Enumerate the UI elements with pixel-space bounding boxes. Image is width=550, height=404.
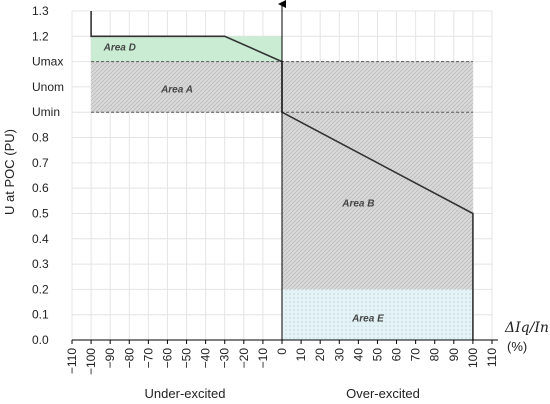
x-tick-label: −90 — [103, 348, 117, 369]
y-tick-label: 1.3 — [32, 4, 49, 18]
x-tick-label: 50 — [370, 348, 384, 362]
y-tick-label: Unom — [32, 80, 64, 94]
x-tick-label: −50 — [180, 348, 194, 369]
x-tick-label: −60 — [160, 348, 174, 369]
x-tick-label: −30 — [218, 348, 232, 369]
x-tick-label: −10 — [256, 348, 270, 369]
x-tick-label: −110 — [65, 348, 79, 374]
y-tick-label: 0.2 — [32, 282, 49, 296]
x-tick-labels: −110 −100 −90 −80 −70 −60 −50 −40 −30 −20 −10 0 10 20… — [65, 348, 499, 375]
under-excited-label: Under-excited — [145, 386, 226, 401]
x-tick-label: 90 — [447, 348, 461, 362]
x-tick-label: −20 — [237, 348, 251, 369]
x-tick-label: 80 — [428, 348, 442, 362]
x-tick-label: 30 — [332, 348, 346, 362]
x-tick-label: 110 — [485, 348, 499, 367]
y-axis-title: U at POC (PU) — [2, 129, 17, 215]
y-tick-labels: 0.0 0.1 0.2 0.3 0.4 0.5 0.6 0.7 0.8 Umin Unom Umax 1… — [32, 4, 64, 347]
x-tick-label: −80 — [122, 348, 136, 369]
x-axis-unit: (%) — [507, 339, 527, 354]
axes — [71, 0, 498, 344]
x-tick-label: 20 — [313, 348, 327, 362]
x-tick-label: 100 — [466, 348, 480, 368]
y-tick-label: 0.6 — [32, 181, 49, 195]
over-excited-label: Over-excited — [346, 386, 420, 401]
x-tick-label: −70 — [141, 348, 155, 369]
region-label-area-b: Area B — [341, 198, 374, 209]
x-tick-label: −100 — [84, 348, 98, 375]
region-area-d — [91, 36, 282, 62]
y-tick-label: 0.0 — [32, 333, 49, 347]
y-tick-label: 0.5 — [32, 206, 49, 220]
region-area-b — [282, 112, 473, 290]
region-label-area-e: Area E — [351, 313, 384, 324]
x-tick-label: −40 — [199, 348, 213, 369]
y-tick-label: 0.7 — [32, 156, 49, 170]
y-tick-label: 1.2 — [32, 29, 49, 43]
y-tick-label: 0.4 — [32, 232, 49, 246]
x-tick-label: 0 — [275, 348, 289, 355]
x-axis-variable: ΔIq/In — [504, 320, 549, 336]
x-tick-label: 70 — [409, 348, 423, 362]
x-tick-label: 60 — [390, 348, 404, 362]
region-labels: Area D Area A Area B Area E — [103, 43, 384, 325]
region-label-area-d: Area D — [103, 43, 136, 54]
y-tick-label: Umin — [32, 105, 60, 119]
y-tick-label: 0.8 — [32, 131, 49, 145]
region-label-area-a: Area A — [160, 84, 193, 95]
region-area-e — [282, 289, 473, 340]
y-tick-label: 0.3 — [32, 257, 49, 271]
y-tick-label: Umax — [32, 55, 63, 69]
x-tick-label: 40 — [351, 348, 365, 362]
y-tick-label: 0.1 — [32, 308, 49, 322]
x-tick-label: 10 — [294, 348, 308, 362]
